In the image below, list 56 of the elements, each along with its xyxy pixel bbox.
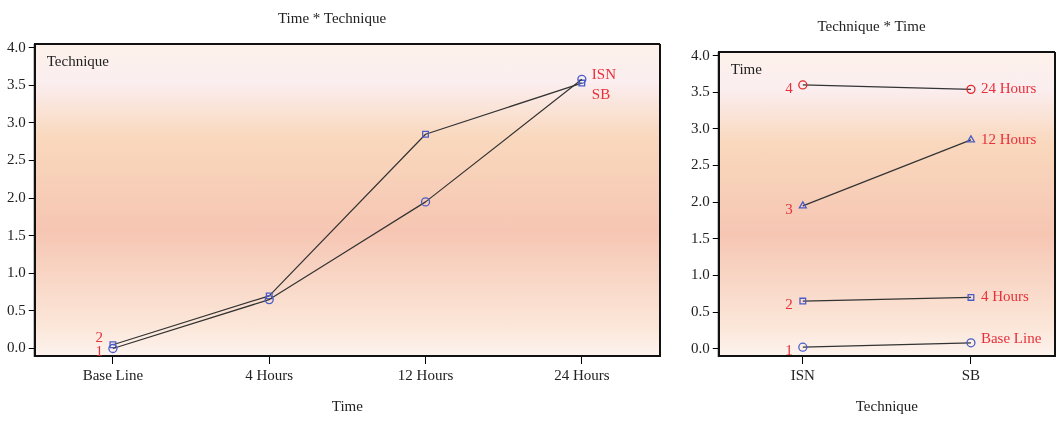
point [265, 292, 273, 300]
point [967, 293, 975, 301]
x-tick-label: 24 Hours [554, 366, 610, 383]
y-tick-label: 4.0 [691, 46, 710, 63]
y-tick-label: 3.5 [691, 83, 710, 100]
y-tick-label: 1.5 [691, 229, 710, 246]
y-tick-label: 3.0 [7, 113, 26, 130]
annotation: 4 [785, 79, 794, 96]
point [108, 343, 118, 354]
point [422, 130, 430, 138]
point [264, 294, 274, 305]
x-tick-label: 4 Hours [245, 366, 294, 383]
point [966, 84, 976, 95]
y-tick-label: 0.0 [691, 339, 710, 356]
series-label: Base Line [980, 329, 1042, 346]
point [109, 341, 117, 349]
annotation: 1 [95, 343, 103, 360]
y-tick-label: 1.5 [7, 226, 26, 243]
point [798, 80, 808, 90]
series-label: 24 Hours [980, 80, 1037, 97]
point [578, 79, 586, 87]
point [799, 297, 807, 305]
y-tick-label: 3.0 [691, 119, 710, 136]
y-tick-label: 2.0 [691, 193, 710, 210]
annotation: 3 [785, 200, 793, 217]
y-tick-label: 4.0 [7, 38, 26, 55]
y-tick-label: 2.0 [7, 189, 26, 206]
annotation: 2 [785, 296, 793, 312]
y-tick-label: 1.0 [7, 264, 26, 281]
legend-title: Technique [46, 52, 110, 69]
point [798, 342, 808, 352]
y-tick-label: 1.0 [691, 266, 710, 283]
legend-title: Time [730, 60, 763, 77]
y-tick-label: 2.5 [7, 151, 26, 168]
x-tick-label: Base Line [82, 366, 144, 383]
series-label: 4 Hours [980, 288, 1030, 305]
series-label: 12 Hours [980, 130, 1037, 147]
annotation: 2 [95, 329, 103, 346]
y-tick-label: 0.5 [691, 302, 710, 319]
x-tick-label: SB [961, 366, 981, 383]
point [966, 338, 976, 348]
chart-title: Technique * Time [817, 17, 926, 34]
annotation: 1 [785, 342, 793, 359]
x-tick-label: ISN [790, 366, 816, 383]
x-axis-title: Time [331, 397, 364, 414]
y-tick-label: 2.5 [691, 156, 710, 173]
series-label: ISN [591, 66, 617, 83]
x-axis-title: Technique [855, 397, 919, 414]
y-tick-label: 0.5 [7, 301, 26, 318]
chart-title: Time * Technique [277, 9, 387, 26]
series-label: SB [591, 86, 611, 103]
point [420, 197, 431, 207]
point [577, 74, 587, 84]
y-tick-label: 0.0 [7, 339, 26, 356]
y-tick-label: 3.5 [7, 76, 26, 93]
x-tick-label: 12 Hours [397, 366, 454, 383]
